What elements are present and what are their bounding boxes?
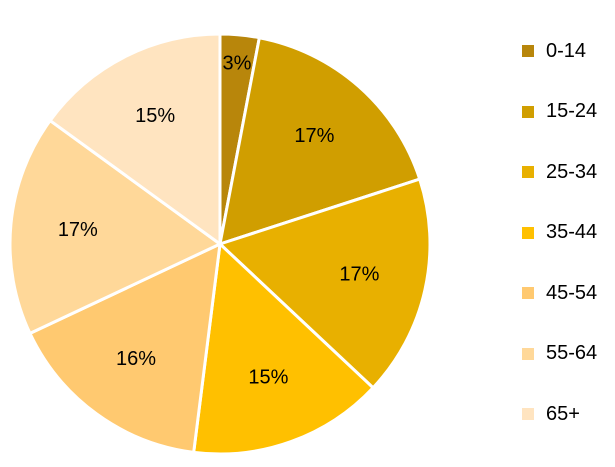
- legend-swatch: [522, 226, 534, 239]
- slice-label-35-44: 15%: [248, 367, 288, 389]
- legend-item-35-44: 35-44: [522, 218, 614, 248]
- chart-legend: 0-14 15-24 25-34 35-44 45-54 55-64 65+: [522, 36, 614, 460]
- slice-label-0-14: 3%: [223, 52, 252, 74]
- legend-item-45-54: 45-54: [522, 278, 614, 308]
- legend-swatch: [522, 287, 534, 299]
- slice-label-55-64: 17%: [58, 219, 98, 241]
- legend-label: 15-24: [546, 100, 598, 122]
- pie-slice-55-64: [8, 118, 223, 336]
- legend-label: 35-44: [546, 221, 598, 243]
- legend-label: 0-14: [546, 39, 587, 62]
- legend-label: 45-54: [546, 281, 598, 304]
- legend-label: 55-64: [546, 342, 598, 364]
- legend-swatch: [522, 166, 534, 178]
- slice-label-45-54: 16%: [116, 348, 156, 370]
- pie-slice-25-34: [217, 177, 432, 390]
- legend-item-0-14: 0-14: [522, 36, 614, 66]
- legend-swatch: [522, 408, 534, 420]
- legend-swatch: [522, 105, 534, 118]
- pie-slice-15-24: [218, 35, 422, 247]
- slice-label-15-24: 17%: [294, 125, 334, 147]
- slice-label-25-34: 17%: [339, 263, 379, 285]
- legend-item-25-34: 25-34: [522, 157, 614, 187]
- pie-slice-45-54: [27, 241, 222, 455]
- pie-slice-35-44: [192, 240, 376, 456]
- legend-label: 65+: [546, 402, 580, 425]
- legend-item-65+: 65+: [522, 399, 614, 429]
- pie-slice-65+: [48, 32, 222, 247]
- legend-label: 25-34: [546, 160, 598, 183]
- legend-swatch: [522, 45, 534, 57]
- legend-swatch: [522, 347, 534, 360]
- slice-label-65+: 15%: [135, 105, 175, 127]
- legend-item-55-64: 55-64: [522, 339, 614, 369]
- legend-item-15-24: 15-24: [522, 97, 614, 127]
